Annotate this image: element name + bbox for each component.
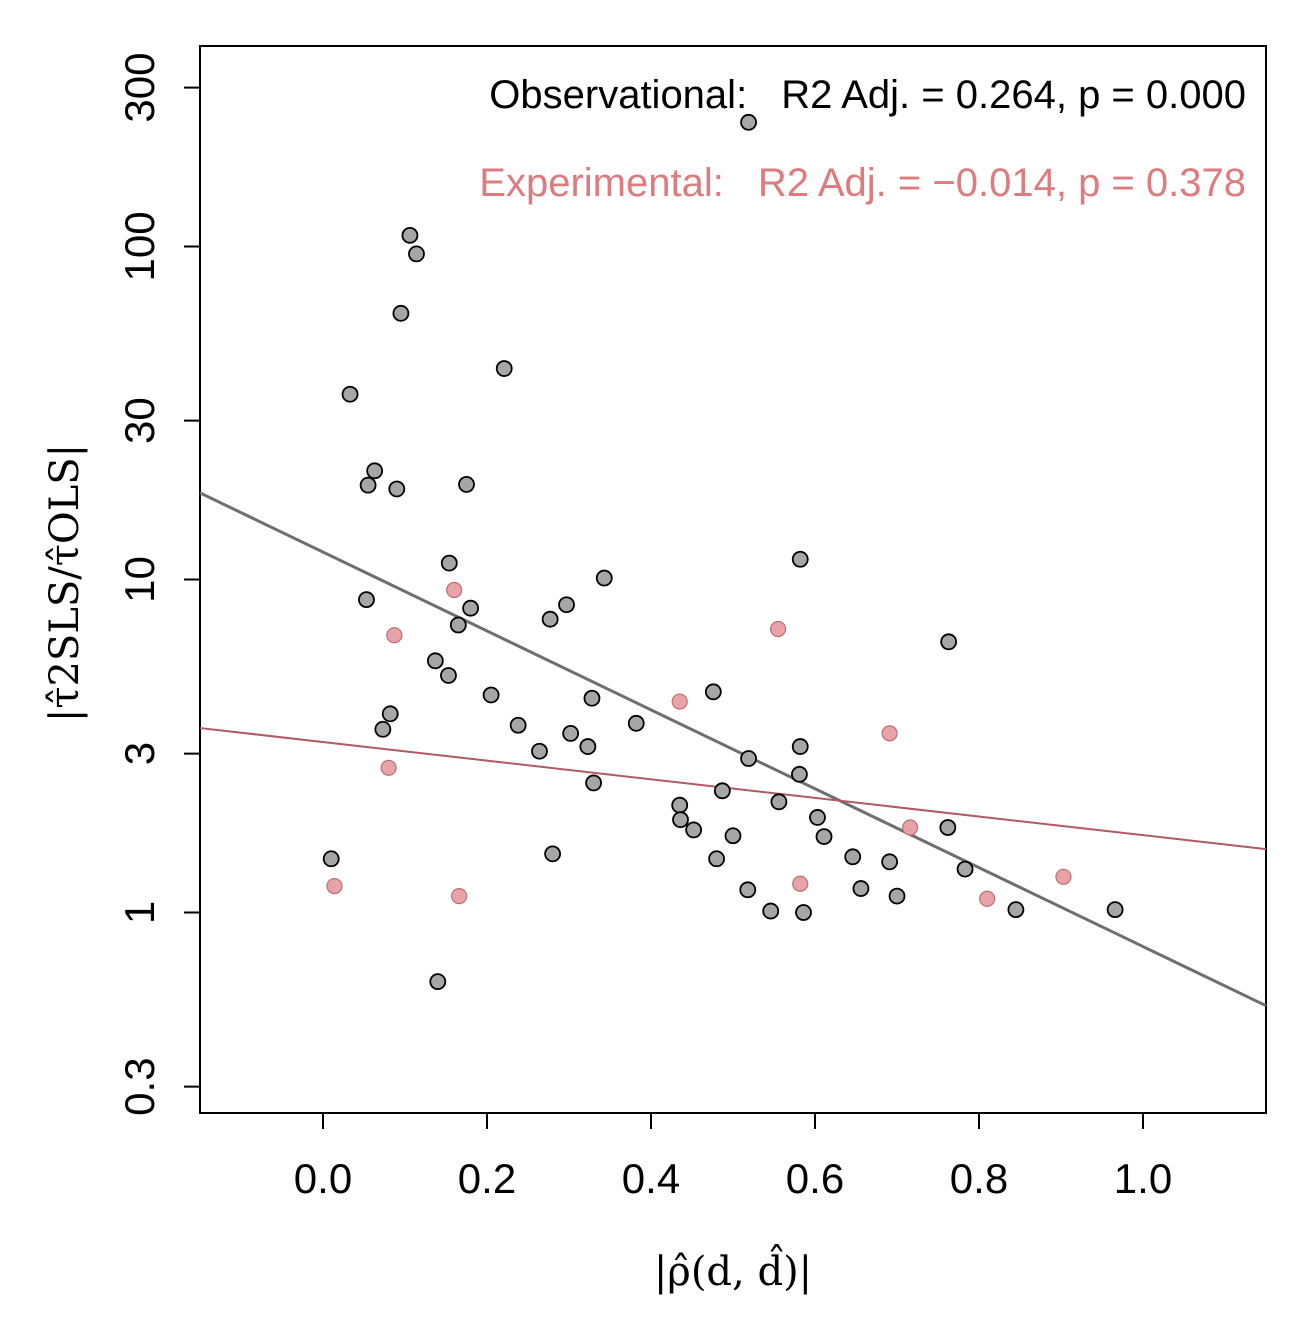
observational-point — [388, 480, 406, 498]
x-tick-label: 0.4 — [622, 1155, 680, 1202]
observational-stats: R2 Adj. = 0.264, p = 0.000 — [781, 73, 1246, 117]
observational-point — [685, 821, 703, 839]
experimental-point — [881, 725, 898, 742]
observational-point — [541, 610, 559, 628]
observational-point — [426, 652, 444, 670]
observational-point — [844, 848, 862, 866]
y-tick-label: 300 — [116, 53, 163, 123]
observational-point — [708, 850, 725, 868]
observational-point — [392, 304, 410, 322]
observational-point — [940, 633, 958, 651]
observational-point — [381, 705, 399, 723]
observational-point — [544, 845, 561, 863]
observational-label: Observational: — [489, 73, 747, 117]
observational-point — [531, 742, 548, 760]
y-tick-label: 100 — [116, 211, 163, 281]
observational-point — [852, 880, 870, 897]
x-tick-label: 0.2 — [458, 1155, 516, 1202]
y-tick-label: 0.3 — [116, 1057, 163, 1115]
observational-point — [795, 904, 812, 921]
y-tick-label: 30 — [116, 397, 163, 444]
experimental-label: Experimental: — [479, 161, 724, 205]
observational-point — [815, 828, 833, 846]
experimental-point — [671, 693, 688, 710]
y-tick-label: 10 — [116, 556, 163, 603]
observational-point — [558, 596, 575, 614]
experimental-point — [326, 878, 343, 895]
x-tick-label: 0.0 — [294, 1155, 352, 1202]
x-tick-label: 0.6 — [786, 1155, 844, 1202]
observational-point — [740, 750, 757, 767]
observational-point — [322, 850, 340, 868]
observational-point — [791, 765, 808, 783]
observational-point — [740, 113, 757, 131]
observational-point — [359, 476, 377, 494]
observational-point — [462, 599, 480, 617]
experimental-point — [380, 759, 397, 776]
observational-point — [440, 667, 457, 684]
observational-point — [408, 245, 425, 263]
observational-point — [585, 774, 602, 792]
experimental-point — [979, 890, 996, 907]
observational-point — [770, 793, 788, 811]
observational-point — [366, 462, 384, 480]
observational-point — [739, 881, 757, 899]
observational-point — [627, 714, 645, 732]
experimental-point — [386, 627, 403, 644]
y-tick-label: 3 — [116, 742, 163, 765]
observational-point — [509, 716, 527, 734]
observational-point — [595, 569, 613, 587]
observational-point — [704, 683, 722, 701]
observational-point — [939, 819, 957, 836]
observational-point — [358, 591, 375, 609]
experimental-point — [1055, 868, 1072, 885]
observational-point — [374, 720, 392, 738]
x-axis-title: |ρ̂(d, d̂)| — [654, 1245, 812, 1295]
observational-point — [888, 887, 906, 905]
observational-point — [562, 725, 580, 742]
observational-fit-line — [199, 491, 1267, 1008]
experimental-stats: R2 Adj. = −0.014, p = 0.378 — [758, 161, 1246, 205]
observational-point — [495, 360, 513, 377]
observational-point — [724, 827, 742, 845]
experimental-point — [769, 620, 787, 638]
observational-point — [956, 860, 974, 878]
observational-point — [440, 554, 458, 572]
experimental-point — [792, 875, 809, 892]
x-tick-label: 0.8 — [950, 1155, 1008, 1202]
y-axis-title: |τ̂2SLS/τ̂OLS| — [42, 444, 88, 722]
observational-point — [482, 686, 500, 704]
observational-point — [401, 226, 419, 244]
x-tick-label: 1.0 — [1114, 1155, 1172, 1202]
observational-point — [791, 550, 809, 568]
experimental-annotation: Experimental: R2 Adj. = −0.014, p = 0.378 — [479, 161, 1246, 205]
observational-point — [449, 616, 467, 634]
experimental-fit-line — [199, 727, 1267, 851]
x-axis: 0.0 0.2 0.4 0.6 0.8 1.0 — [294, 1112, 1172, 1202]
observational-point — [671, 796, 689, 814]
observational-point — [881, 853, 899, 871]
observational-point — [1007, 901, 1025, 919]
observational-point — [672, 811, 689, 829]
data-points — [322, 113, 1124, 991]
observational-point — [809, 809, 826, 826]
y-axis: 0.3 1 3 10 30 100 300 — [116, 53, 201, 1116]
regression-lines — [199, 491, 1267, 1008]
observational-point — [1106, 901, 1124, 919]
observational-point — [791, 738, 809, 755]
observational-point — [579, 738, 597, 755]
observational-point — [583, 689, 601, 707]
observational-point — [762, 902, 780, 920]
y-tick-label: 1 — [116, 901, 163, 924]
observational-point — [458, 476, 475, 493]
observational-point — [341, 385, 359, 403]
plot-frame — [199, 45, 1267, 1114]
experimental-point — [451, 888, 468, 905]
observational-point — [713, 782, 731, 800]
observational-point — [429, 973, 447, 991]
experimental-point — [902, 819, 919, 836]
experimental-point — [446, 581, 463, 599]
observational-annotation: Observational: R2 Adj. = 0.264, p = 0.000 — [489, 73, 1246, 117]
